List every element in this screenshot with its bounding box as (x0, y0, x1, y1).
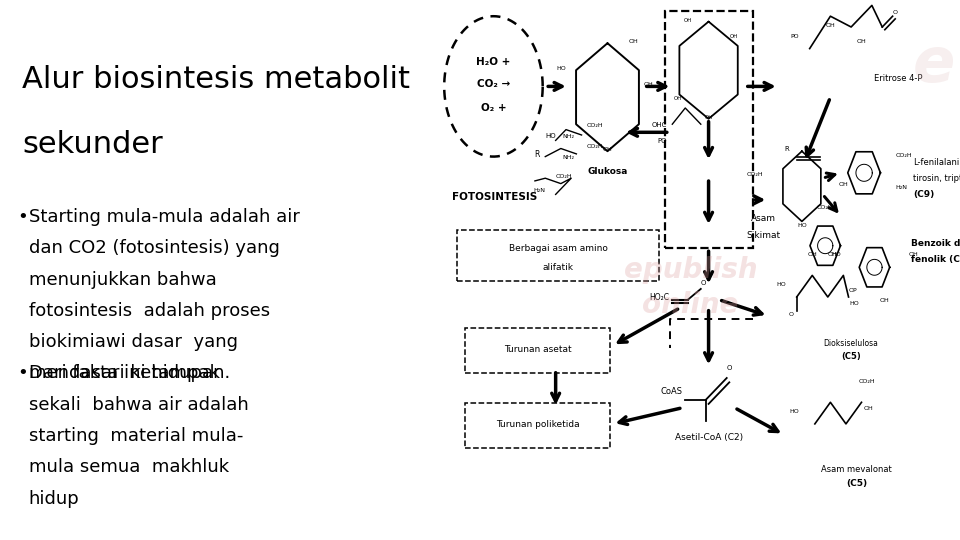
Text: H₂O +: H₂O + (476, 57, 511, 67)
Text: OH: OH (628, 39, 638, 44)
Text: OH: OH (603, 147, 612, 152)
Text: R: R (784, 146, 789, 152)
Text: HO: HO (831, 253, 841, 258)
Text: PO: PO (791, 34, 800, 39)
Text: O: O (701, 280, 707, 286)
Text: CO₂H: CO₂H (587, 123, 604, 128)
Text: Asetil-CoA (C2): Asetil-CoA (C2) (675, 433, 743, 442)
Text: HO: HO (556, 66, 566, 71)
Text: HO: HO (545, 133, 556, 139)
Text: OH: OH (908, 253, 918, 258)
Text: OH: OH (807, 253, 817, 258)
Text: HO: HO (789, 409, 800, 414)
Text: NH₂: NH₂ (563, 156, 575, 160)
Text: Eritrose 4-P: Eritrose 4-P (874, 74, 922, 83)
Text: CO₂H: CO₂H (859, 380, 876, 384)
Text: CO₂H: CO₂H (556, 174, 572, 179)
Text: OP: OP (849, 288, 857, 293)
Text: fenolik (C7): fenolik (C7) (911, 255, 960, 264)
Text: Asam: Asam (751, 214, 776, 224)
Text: e: e (913, 35, 955, 95)
Text: NH₂: NH₂ (563, 134, 575, 139)
Text: sekali  bahwa air adalah: sekali bahwa air adalah (29, 396, 249, 414)
Text: OH: OH (644, 83, 654, 87)
Text: sekunder: sekunder (22, 130, 163, 159)
Text: HO: HO (777, 282, 786, 287)
Text: tirosin, triptofan: tirosin, triptofan (913, 174, 960, 183)
Text: HO₂C: HO₂C (650, 293, 670, 302)
Text: epublish: epublish (624, 256, 757, 284)
Text: starting  material mula-: starting material mula- (29, 427, 243, 445)
Text: biokimiawi dasar  yang: biokimiawi dasar yang (29, 333, 238, 351)
Text: OH: OH (864, 407, 874, 411)
Text: HO: HO (797, 223, 806, 228)
Text: Glukosa: Glukosa (588, 167, 628, 177)
Text: OH: OH (826, 23, 835, 28)
Text: fotosintesis  adalah proses: fotosintesis adalah proses (29, 302, 270, 320)
Text: alifatik: alifatik (542, 263, 574, 272)
Text: CO₂H: CO₂H (587, 145, 604, 150)
Text: CO₂H: CO₂H (817, 205, 833, 210)
Text: Sikimat: Sikimat (746, 231, 780, 240)
Text: O: O (727, 365, 732, 371)
Text: Dioksiselulosa: Dioksiselulosa (824, 339, 878, 348)
Text: Turunan poliketida: Turunan poliketida (495, 421, 579, 429)
Text: Asam mevalonat: Asam mevalonat (821, 465, 892, 475)
Text: O: O (789, 312, 794, 317)
Text: Turunan asetat: Turunan asetat (504, 345, 571, 354)
Text: mula semua  makhluk: mula semua makhluk (29, 458, 228, 476)
Text: •: • (17, 208, 29, 226)
Text: O: O (893, 10, 898, 15)
Text: CO₂ →: CO₂ → (477, 79, 510, 89)
Text: Berbagai asam amino: Berbagai asam amino (509, 244, 608, 253)
Text: dan CO2 (fotosintesis) yang: dan CO2 (fotosintesis) yang (29, 239, 279, 257)
Text: PO: PO (658, 138, 667, 144)
Text: (C5): (C5) (846, 479, 867, 488)
Text: •: • (17, 364, 29, 382)
Text: R: R (535, 150, 540, 159)
Text: OH: OH (673, 96, 682, 101)
Text: L-fenilalanin,: L-fenilalanin, (913, 158, 960, 167)
Text: mendasari kehidupan.: mendasari kehidupan. (29, 364, 230, 382)
Text: hidup: hidup (29, 490, 80, 508)
Text: (C5): (C5) (841, 352, 861, 361)
Text: CO₂H: CO₂H (895, 153, 912, 158)
Text: Benzoik dan: Benzoik dan (911, 239, 960, 248)
Text: OH: OH (856, 39, 866, 44)
Text: OH: OH (684, 18, 692, 23)
Text: Alur biosintesis metabolit: Alur biosintesis metabolit (22, 65, 410, 94)
Text: online: online (642, 291, 738, 319)
Text: HO: HO (850, 301, 859, 306)
Text: OH: OH (828, 253, 838, 258)
Text: Dari fakta ini tampak: Dari fakta ini tampak (29, 364, 220, 382)
Text: H₂N: H₂N (895, 185, 907, 190)
Text: H₂N: H₂N (534, 188, 545, 193)
Text: menunjukkan bahwa: menunjukkan bahwa (29, 271, 216, 288)
Text: OHC: OHC (652, 122, 667, 128)
Text: CoAS: CoAS (660, 387, 683, 396)
Text: OH: OH (730, 34, 737, 39)
Text: CO₂H: CO₂H (746, 172, 763, 177)
Text: O₂ +: O₂ + (481, 103, 506, 113)
Text: (C9): (C9) (913, 190, 935, 199)
Text: OH: OH (838, 183, 848, 187)
Text: OH: OH (705, 115, 712, 120)
Text: OH: OH (879, 299, 889, 303)
Text: Starting mula-mula adalah air: Starting mula-mula adalah air (29, 208, 300, 226)
Text: FOTOSINTESIS: FOTOSINTESIS (452, 192, 538, 202)
